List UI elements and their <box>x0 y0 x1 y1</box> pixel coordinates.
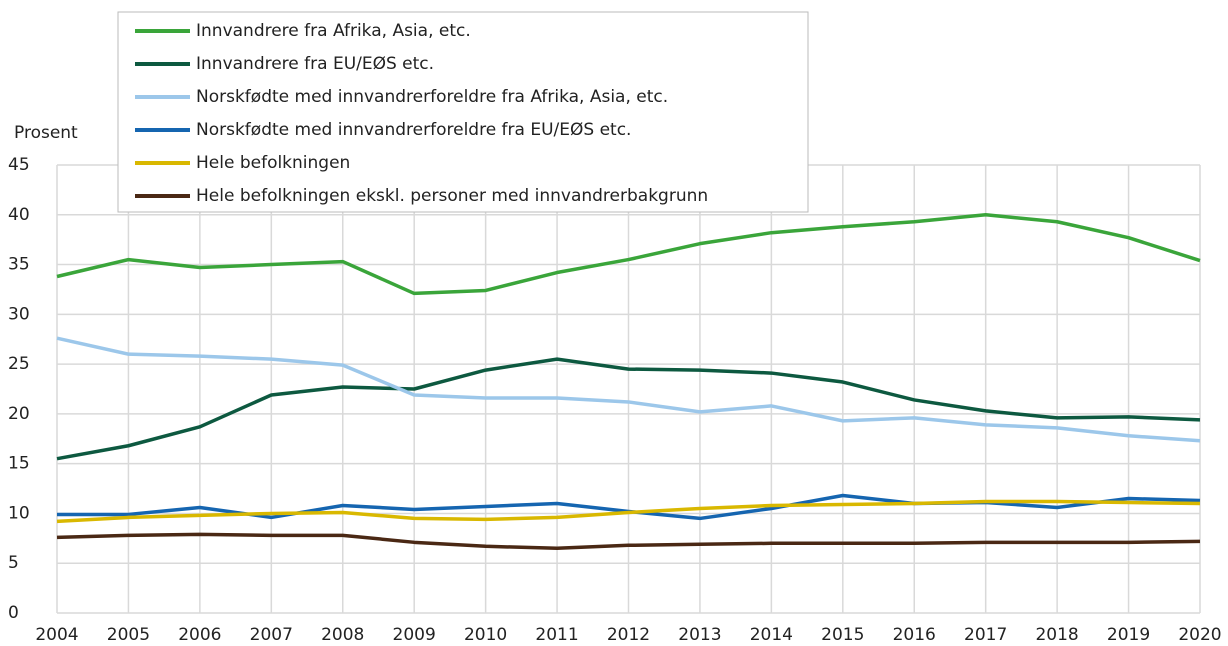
x-tick-label: 2008 <box>321 625 364 645</box>
y-tick-label: 35 <box>8 255 30 275</box>
legend-label: Innvandrere fra EU/EØS etc. <box>196 54 434 74</box>
x-tick-label: 2005 <box>107 625 150 645</box>
y-tick-label: 25 <box>8 354 30 374</box>
y-tick-label: 20 <box>8 404 30 424</box>
x-tick-label: 2004 <box>35 625 78 645</box>
x-tick-label: 2007 <box>250 625 293 645</box>
series-line <box>56 213 1201 296</box>
series-line <box>56 499 1201 524</box>
x-tick-label: 2017 <box>964 625 1007 645</box>
y-tick-label: 5 <box>8 553 19 573</box>
x-tick-label: 2015 <box>821 625 864 645</box>
x-tick-label: 2013 <box>678 625 721 645</box>
y-tick-label: 40 <box>8 205 30 225</box>
series-line <box>56 336 1201 443</box>
legend-label: Norskfødte med innvandrerforeldre fra EU… <box>196 120 631 140</box>
x-tick-label: 2016 <box>893 625 936 645</box>
x-tick-label: 2006 <box>178 625 221 645</box>
y-axis-label: Prosent <box>14 123 78 143</box>
legend-box <box>117 11 809 213</box>
legend-label: Hele befolkningen ekskl. personer med in… <box>196 186 708 206</box>
x-tick-label: 2020 <box>1178 625 1221 645</box>
y-tick-label: 10 <box>8 503 30 523</box>
series-line <box>56 357 1201 461</box>
series-line <box>56 532 1201 551</box>
x-tick-label: 2012 <box>607 625 650 645</box>
y-tick-label: 0 <box>8 603 19 623</box>
y-tick-label: 15 <box>8 454 30 474</box>
x-tick-label: 2009 <box>393 625 436 645</box>
x-tick-label: 2010 <box>464 625 507 645</box>
legend-label: Norskfødte med innvandrerforeldre fra Af… <box>196 87 668 107</box>
legend-label: Innvandrere fra Afrika, Asia, etc. <box>196 21 471 41</box>
x-tick-label: 2018 <box>1035 625 1078 645</box>
x-tick-label: 2019 <box>1107 625 1150 645</box>
x-tick-label: 2011 <box>535 625 578 645</box>
y-tick-label: 30 <box>8 304 30 324</box>
x-tick-label: 2014 <box>750 625 793 645</box>
y-tick-label: 45 <box>8 155 30 175</box>
legend-label: Hele befolkningen <box>196 153 350 173</box>
